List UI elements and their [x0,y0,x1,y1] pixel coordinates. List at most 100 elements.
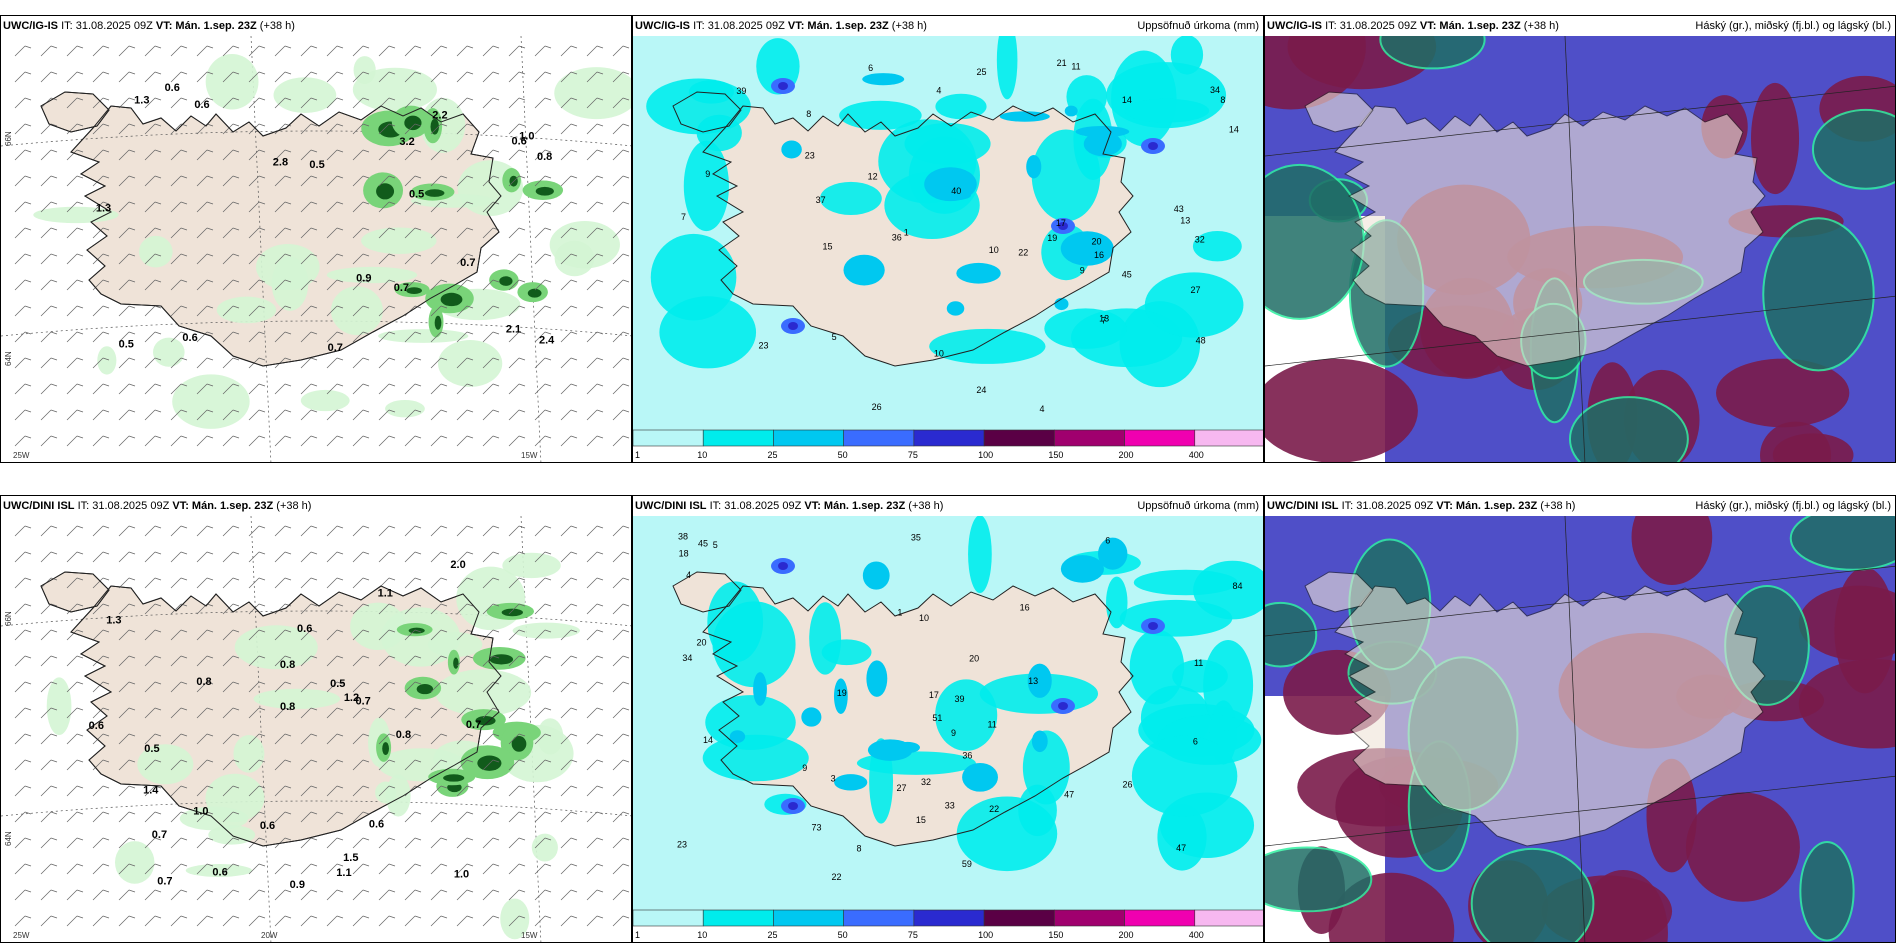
wind-barb [274,785,292,797]
lon-label: 25W [13,451,30,460]
colorbar-tick-label: 100 [978,930,993,940]
wind-barb [118,681,136,693]
wind-barb [508,889,526,901]
wind-barb [170,71,188,83]
accum-value-label: 27 [1191,285,1201,295]
lat-label: 66N [4,611,13,626]
wind-barb [92,435,110,447]
wind-barb [170,889,188,901]
accum-value-label: 17 [1056,218,1066,228]
wind-barb [560,201,578,213]
wind-barb [144,71,162,83]
wind-barb [508,331,526,343]
wind-barb [482,655,500,667]
wind-barb [612,253,630,265]
wind-barb [144,149,162,161]
accum-value-label: 7 [681,212,686,222]
wind-barb [482,305,500,317]
precip-area [435,669,532,717]
wind-barb [40,71,58,83]
wind-barb [196,71,214,83]
wind-barb [352,175,370,187]
wind-barb [430,785,448,797]
wind-barb [404,811,422,823]
vt-label: VT: [1419,20,1437,32]
model-name: UWC/IG-IS [635,20,690,32]
wind-barb [274,305,292,317]
precip-area [781,140,802,159]
wind-barb [196,811,214,823]
wind-barb [430,435,448,447]
wind-barb [40,201,58,213]
colorbar-tick-label: 150 [1048,930,1063,940]
wind-barb [326,45,344,57]
precip-core [788,802,798,810]
wind-barb [612,175,630,187]
wind-barb [326,759,344,771]
wind-barb [144,45,162,57]
wind-barb [144,357,162,369]
wind-barb [40,837,58,849]
wind-barb [170,811,188,823]
wind-barb [300,733,318,745]
accum-value-label: 14 [703,735,713,745]
wind-barb [196,681,214,693]
wind-barb [430,383,448,395]
valid-time: Mán. 1.sep. 23Z [1439,20,1521,32]
wind-barb [560,253,578,265]
wind-barb [222,279,240,291]
wind-barb [430,253,448,265]
wind-barb [92,123,110,135]
wind-barb [118,253,136,265]
colorbar-swatch [1124,429,1196,447]
wind-barb [560,331,578,343]
wind-barb [170,837,188,849]
wind-barb [274,279,292,291]
wind-barb [40,759,58,771]
precip-value-label: 0.6 [89,720,104,732]
wind-barb [14,383,32,395]
precip-area [904,122,991,165]
wind-barb [274,577,292,589]
precip-value-label: 0.5 [144,743,159,755]
precip-area [1170,36,1204,75]
precip-area [729,730,746,743]
precip-area [1027,663,1052,698]
wind-barb [66,551,84,563]
wind-barb [378,149,396,161]
valid-time: Mán. 1.sep. 23Z [1455,500,1538,512]
wind-barb [612,759,630,771]
wind-barb [534,759,552,771]
wind-barb [404,655,422,667]
low-cloud-area [1762,217,1875,372]
wind-barb [586,383,604,395]
wind-barb [404,435,422,447]
wind-barb [456,305,474,317]
wind-barb [92,759,110,771]
accum-value-label: 39 [954,694,964,704]
wind-barb [430,733,448,745]
wind-barb [352,279,370,291]
accum-value-label: 17 [929,690,939,700]
wind-barb [586,149,604,161]
wind-barb [612,149,630,161]
wind-barb [482,201,500,213]
wind-barb [300,811,318,823]
accum-value-label: 8 [806,109,811,119]
wind-barb [14,577,32,589]
wind-barb [508,435,526,447]
wind-barb [144,123,162,135]
accum-value-label: 16 [1094,250,1104,260]
wind-barb [92,629,110,641]
accum-value-label: 11 [1194,658,1203,668]
wind-barb [560,435,578,447]
wind-barb [300,759,318,771]
wind-barb [482,889,500,901]
wind-barb [274,331,292,343]
wind-barb [404,603,422,615]
wind-barb [508,603,526,615]
wind-barb [404,889,422,901]
wind-barb [612,707,630,719]
wind-barb [456,227,474,239]
wind-barb [66,577,84,589]
